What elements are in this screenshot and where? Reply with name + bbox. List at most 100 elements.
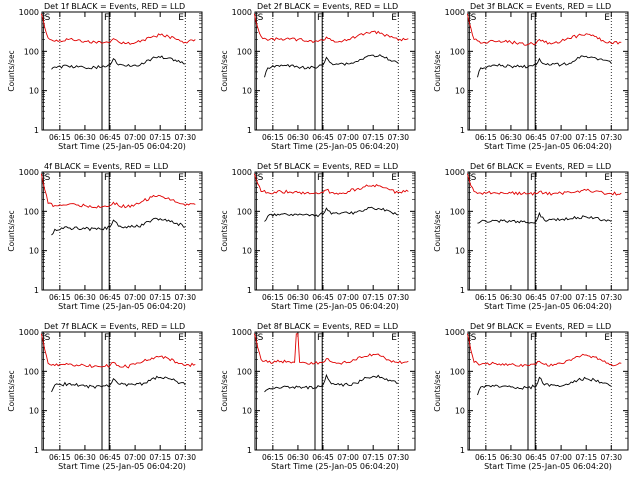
panel-8: Det 8f BLACK = Events, RED = LLD S F E 1 10 10… — [220, 322, 416, 471]
panel-7: Det 7f BLACK = Events, RED = LLD S F E 1 10 10… — [7, 322, 203, 471]
y-tick-label: 100 — [24, 207, 39, 216]
y-tick-label: 10 — [455, 247, 465, 256]
x-tick-label: 06:15 — [475, 453, 497, 462]
events-series-line — [51, 55, 186, 70]
x-tick-label: 06:15 — [262, 133, 284, 142]
lld-series-line — [466, 13, 622, 46]
interval-marker-label: F — [104, 333, 109, 343]
x-tick-label: 06:15 — [49, 133, 71, 142]
panel-9: Det 9f BLACK = Events, RED = LLD S F E 1 10 10… — [433, 322, 629, 471]
x-tick-label: 07:15 — [575, 453, 597, 462]
panel-title: Det 7f BLACK = Events, RED = LLD — [44, 322, 185, 331]
y-axis-label: Counts/sec — [433, 370, 442, 411]
x-tick-label: 07:30 — [387, 453, 409, 462]
y-tick-label: 100 — [24, 47, 39, 56]
y-tick-label: 10 — [242, 87, 252, 96]
panel-title: Det 5f BLACK = Events, RED = LLD — [257, 162, 398, 171]
interval-marker-label: S — [471, 13, 477, 23]
y-axis-label: Counts/sec — [7, 50, 16, 91]
x-tick-label: 06:45 — [99, 293, 121, 302]
y-tick-label: 10 — [29, 247, 39, 256]
x-axis-label: Start Time (25-Jan-05 06:04:20) — [271, 302, 399, 311]
interval-marker-label: F — [317, 173, 322, 183]
y-tick-label: 1000 — [232, 168, 252, 177]
plot-frame — [467, 171, 629, 291]
y-axis-label: Counts/sec — [433, 210, 442, 251]
events-series-line — [264, 54, 399, 78]
x-axis-label: Start Time (25-Jan-05 06:04:20) — [484, 302, 612, 311]
x-tick-label: 06:45 — [312, 293, 334, 302]
y-tick-label: 10 — [29, 87, 39, 96]
y-tick-label: 100 — [237, 47, 252, 56]
x-tick-label: 07:00 — [337, 293, 359, 302]
y-axis-label: Counts/sec — [7, 370, 16, 411]
y-tick-label: 1000 — [19, 328, 39, 337]
interval-marker-label: F — [104, 13, 109, 23]
panel-6: Det 6f BLACK = Events, RED = LLD S F E 1 10 10… — [433, 162, 629, 311]
y-tick-label: 10 — [242, 407, 252, 416]
panel-title: Det 1f BLACK = Events, RED = LLD — [44, 2, 185, 11]
plot-frame — [41, 331, 203, 451]
x-tick-label: 07:00 — [337, 453, 359, 462]
x-tick-label: 07:30 — [600, 453, 622, 462]
x-tick-label: 06:15 — [475, 293, 497, 302]
panel-title: Det 6f BLACK = Events, RED = LLD — [470, 162, 611, 171]
x-tick-label: 06:45 — [99, 133, 121, 142]
panel-2: Det 2f BLACK = Events, RED = LLD S F E 1 10 10… — [220, 2, 416, 151]
x-tick-label: 07:15 — [575, 293, 597, 302]
y-axis-label: Counts/sec — [433, 50, 442, 91]
interval-marker-label: S — [471, 333, 477, 343]
lld-series-line — [40, 13, 196, 45]
panel-1: Det 1f BLACK = Events, RED = LLD S F E 1 10 10… — [7, 2, 203, 151]
x-tick-label: 06:30 — [74, 453, 96, 462]
x-tick-label: 06:15 — [49, 293, 71, 302]
x-tick-label: 07:15 — [575, 133, 597, 142]
events-series-line — [264, 373, 399, 393]
x-tick-label: 07:00 — [550, 293, 572, 302]
interval-marker-label: E — [391, 173, 397, 183]
x-axis-label: Start Time (25-Jan-05 06:04:20) — [484, 462, 612, 471]
panel-title: 4f BLACK = Events, RED = LLD — [44, 162, 168, 171]
x-tick-label: 06:15 — [262, 453, 284, 462]
plot-frame — [467, 11, 629, 131]
x-tick-label: 07:00 — [124, 133, 146, 142]
x-tick-label: 07:00 — [550, 133, 572, 142]
interval-marker-label: F — [530, 173, 535, 183]
y-tick-label: 100 — [450, 207, 465, 216]
y-tick-label: 1000 — [445, 168, 465, 177]
x-tick-label: 06:30 — [500, 453, 522, 462]
interval-marker-label: E — [391, 13, 397, 23]
y-tick-label: 100 — [24, 367, 39, 376]
interval-marker-label: E — [604, 173, 610, 183]
x-axis-label: Start Time (25-Jan-05 06:04:20) — [484, 142, 612, 151]
x-tick-label: 06:30 — [74, 133, 96, 142]
interval-marker-label: E — [391, 333, 397, 343]
x-axis-label: Start Time (25-Jan-05 06:04:20) — [58, 302, 186, 311]
x-tick-label: 06:45 — [525, 133, 547, 142]
y-axis-label: Counts/sec — [220, 370, 229, 411]
lld-series-line — [40, 333, 196, 369]
panel-3: Det 3f BLACK = Events, RED = LLD S F E 1 10 10… — [433, 2, 629, 151]
events-series-line — [477, 376, 612, 396]
y-tick-label: 10 — [455, 87, 465, 96]
lld-series-line — [466, 173, 622, 196]
interval-marker-label: E — [604, 13, 610, 23]
y-tick-label: 1000 — [445, 8, 465, 17]
y-tick-label: 1000 — [232, 8, 252, 17]
y-tick-label: 1 — [247, 286, 252, 295]
lld-series-line — [253, 333, 409, 365]
events-series-line — [477, 211, 612, 224]
lld-series-line — [40, 173, 196, 209]
interval-marker-label: S — [258, 13, 264, 23]
interval-marker-label: F — [317, 333, 322, 343]
x-tick-label: 07:15 — [362, 133, 384, 142]
x-tick-label: 06:45 — [312, 133, 334, 142]
x-tick-label: 07:30 — [174, 453, 196, 462]
x-tick-label: 07:30 — [174, 293, 196, 302]
interval-marker-label: F — [530, 13, 535, 23]
y-tick-label: 1 — [460, 446, 465, 455]
x-tick-label: 07:30 — [387, 293, 409, 302]
x-axis-label: Start Time (25-Jan-05 06:04:20) — [58, 142, 186, 151]
panel-title: Det 2f BLACK = Events, RED = LLD — [257, 2, 398, 11]
